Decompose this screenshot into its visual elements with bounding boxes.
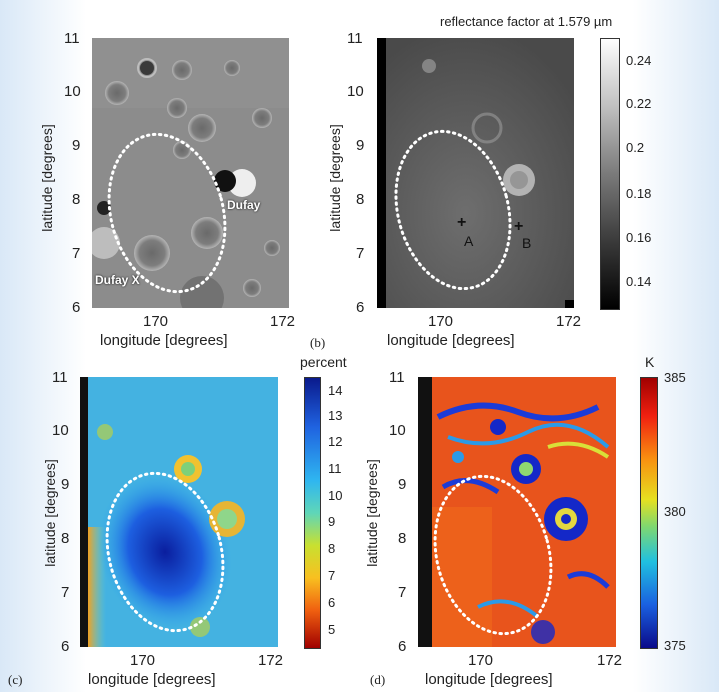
panel-b-colorbar-tick: 0.2 (626, 140, 645, 155)
panel-b-ytick: 6 (356, 299, 365, 316)
panel-d-colorbar-tick: 380 (664, 504, 686, 519)
panel-d-label: (d) (370, 672, 386, 687)
dufay-label: Dufay (227, 198, 261, 212)
panel-b-ytick: 7 (356, 245, 365, 262)
panel-b-colorbar-tick: 0.14 (626, 274, 652, 289)
panel-c-colorbar-tick: 13 (328, 408, 343, 423)
panel-c-colorbar-tick: 8 (328, 541, 336, 556)
panel-d-xtick: 170 (468, 652, 494, 669)
panel-c-ytick: 11 (52, 369, 68, 386)
panel-c-colorbar-tick: 10 (328, 488, 343, 503)
panel-b-ytick: 8 (356, 191, 365, 208)
panel-a-ylabel: latitude [degrees] (39, 124, 55, 232)
panel-c-ytick: 6 (61, 638, 70, 655)
panel-d-xtick: 172 (597, 652, 623, 669)
panel-d-xlabel: longitude [degrees] (425, 671, 553, 688)
panel-b-ytick: 9 (356, 137, 365, 154)
panel-c-colorbar-tick: 7 (328, 568, 336, 583)
panel-d-colorbar-tick: 375 (664, 638, 686, 653)
panel-c-colorbar-tick: 11 (328, 461, 342, 476)
panel-b-colorbar-title: reflectance factor at 1.579 µm (440, 14, 613, 29)
panel-a-ytick: 11 (64, 30, 80, 47)
panel-b-ytick: 10 (347, 83, 364, 100)
panel-a-xlabel: longitude [degrees] (100, 332, 228, 349)
panel-d-ytick: 9 (398, 476, 407, 493)
panel-b-colorbar-tick: 0.22 (626, 96, 652, 111)
point-a-marker: + (457, 214, 467, 231)
panel-d-colorbar-tick: 385 (664, 370, 686, 385)
panel-c-colorbar-tick: 6 (328, 595, 336, 610)
panel-c-colorbar (304, 377, 321, 649)
panel-b-colorbar-tick: 0.18 (626, 186, 652, 201)
panel-d-ytick: 8 (398, 530, 407, 547)
panel-d-ytick: 11 (389, 369, 405, 386)
panel-c-colorbar-tick: 5 (328, 622, 336, 637)
point-b-label: B (522, 235, 532, 251)
panel-c-ytick: 9 (61, 476, 70, 493)
panel-b-xtick: 172 (556, 313, 582, 330)
dufay-x-label: Dufay X (95, 273, 140, 287)
panel-a-ytick: 8 (72, 191, 81, 208)
panel-c-image (80, 377, 278, 647)
panel-c-ytick: 10 (52, 422, 69, 439)
panel-a-xtick: 172 (270, 313, 296, 330)
panel-a-ytick: 7 (72, 245, 81, 262)
panel-b-xtick: 170 (428, 313, 454, 330)
panel-d-colorbar (640, 377, 658, 649)
panel-c-ytick: 7 (61, 584, 70, 601)
panel-b-colorbar-tick: 0.24 (626, 53, 652, 68)
panel-d-ytick: 6 (398, 638, 407, 655)
panel-c-label: (c) (8, 672, 23, 687)
panel-c-colorbar-tick: 9 (328, 514, 336, 529)
panel-d-image (418, 377, 616, 647)
point-a-label: A (464, 233, 474, 249)
panel-b-xlabel: longitude [degrees] (387, 332, 515, 349)
point-b-marker: + (514, 218, 524, 235)
panel-d-ytick: 10 (389, 422, 406, 439)
panel-b-colorbar-tick: 0.16 (626, 230, 652, 245)
panel-c-xtick: 170 (130, 652, 156, 669)
panel-b-ylabel: latitude [degrees] (327, 124, 343, 232)
panel-a-xtick: 170 (143, 313, 169, 330)
panel-c-colorbar-tick: 14 (328, 383, 343, 398)
panel-b-ytick: 11 (347, 30, 363, 47)
panel-c-ylabel: latitude [degrees] (42, 459, 58, 567)
panel-c-ytick: 8 (61, 530, 70, 547)
panel-a-ytick: 10 (64, 83, 81, 100)
panel-c-colorbar-tick: 12 (328, 434, 343, 449)
panel-d-ylabel: latitude [degrees] (364, 459, 380, 567)
panel-b-image: + A + B (377, 38, 574, 308)
panel-a-ytick: 6 (72, 299, 81, 316)
panel-d-colorbar-title: K (645, 354, 655, 370)
panel-b-colorbar (600, 38, 620, 310)
panel-a-ytick: 9 (72, 137, 81, 154)
panel-d-ytick: 7 (398, 584, 407, 601)
panel-c-colorbar-title: percent (300, 354, 347, 370)
panel-c-xlabel: longitude [degrees] (88, 671, 216, 688)
panel-b-label: (b) (310, 335, 326, 350)
panel-a-image: Dufay Dufay X (92, 38, 289, 308)
panel-c-xtick: 172 (258, 652, 284, 669)
